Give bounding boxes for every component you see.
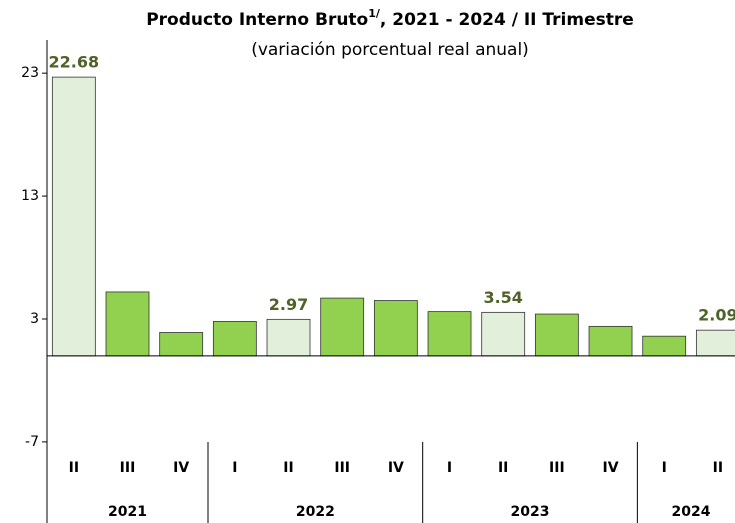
x-tick-label: II xyxy=(69,460,79,476)
title-suffix: , 2021 - 2024 / II Trimestre xyxy=(380,10,634,30)
bar xyxy=(51,76,96,357)
group-label: 2021 xyxy=(108,504,147,520)
x-tick-label: II xyxy=(283,460,293,476)
value-label: 22.68 xyxy=(49,53,100,72)
x-tick-label: II xyxy=(713,460,723,476)
x-tick-label: I xyxy=(447,460,452,476)
bar xyxy=(642,335,687,357)
title-main: Producto Interno Bruto xyxy=(146,10,368,30)
bar xyxy=(266,318,311,357)
group-label: 2022 xyxy=(296,504,335,520)
chart-subtitle: (variación porcentual real anual) xyxy=(251,40,529,60)
y-tick-label: 23 xyxy=(21,65,39,81)
bar xyxy=(212,321,257,357)
x-tick-label: IV xyxy=(388,460,404,476)
group-label: 2024 xyxy=(672,504,711,520)
bar xyxy=(534,313,579,357)
y-tick-label: 3 xyxy=(30,311,39,327)
x-tick-label: I xyxy=(232,460,237,476)
bar xyxy=(320,297,365,357)
value-label: 3.54 xyxy=(483,288,522,307)
value-label: 2.97 xyxy=(269,295,308,314)
x-tick-label: III xyxy=(549,460,565,476)
group-label: 2023 xyxy=(511,504,550,520)
x-tick-label: III xyxy=(120,460,136,476)
y-tick-label: -7 xyxy=(25,434,39,450)
bar xyxy=(373,300,418,357)
title-note: 1/ xyxy=(368,7,381,20)
y-tick-label: 13 xyxy=(21,188,39,204)
bar xyxy=(588,325,633,357)
value-label: 2.09 xyxy=(698,306,735,325)
x-tick-label: IV xyxy=(173,460,189,476)
x-tick-label: III xyxy=(334,460,350,476)
bar xyxy=(105,291,150,357)
bar xyxy=(159,332,204,357)
x-tick-label: II xyxy=(498,460,508,476)
chart-title: Producto Interno Bruto1/, 2021 - 2024 / … xyxy=(146,7,634,30)
x-tick-label: I xyxy=(662,460,667,476)
bar xyxy=(427,311,472,357)
x-tick-label: IV xyxy=(603,460,619,476)
bar xyxy=(481,311,526,357)
bar xyxy=(695,329,735,357)
